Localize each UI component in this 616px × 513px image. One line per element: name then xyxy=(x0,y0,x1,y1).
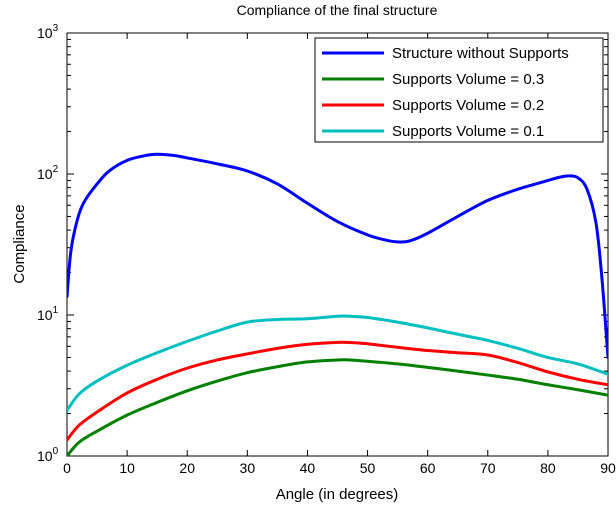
chart-title: Compliance of the final structure xyxy=(237,2,438,18)
series-line-supports-volume-0-1 xyxy=(67,314,608,413)
series-lines xyxy=(67,152,608,456)
y-tick-base: 10 xyxy=(37,307,53,323)
y-tick-exponent: 0 xyxy=(53,446,59,457)
y-axis-label: Compliance xyxy=(11,204,28,283)
y-tick-label: 102 xyxy=(37,164,59,182)
plot-frame xyxy=(66,32,609,457)
x-tick-label: 80 xyxy=(540,460,556,476)
legend-label-supports-volume-0-2: Supports Volume = 0.2 xyxy=(392,97,544,114)
y-tick-exponent: 3 xyxy=(53,23,59,34)
x-tick-label: 70 xyxy=(480,460,496,476)
legend-label-supports-volume-0-3: Supports Volume = 0.3 xyxy=(392,71,544,88)
y-tick-exponent: 1 xyxy=(53,305,59,316)
x-tick-label: 60 xyxy=(420,460,436,476)
legend-label-structure-without-supports: Structure without Supports xyxy=(392,45,569,62)
legend-box xyxy=(314,37,604,143)
series-line-supports-volume-0-3 xyxy=(67,358,608,456)
x-tick-label: 50 xyxy=(360,460,376,476)
x-tick-label: 30 xyxy=(240,460,256,476)
y-tick-label: 101 xyxy=(37,305,59,323)
x-tick-label: 10 xyxy=(119,460,135,476)
y-tick-base: 10 xyxy=(37,448,53,464)
y-tick-exponent: 2 xyxy=(53,164,59,175)
series-line-supports-volume-0-2 xyxy=(67,340,608,442)
x-tick-label: 40 xyxy=(300,460,316,476)
series-line-structure-without-supports xyxy=(67,152,608,359)
y-tick-base: 10 xyxy=(37,25,53,41)
plot-area xyxy=(66,32,609,457)
y-tick-label: 100 xyxy=(37,446,59,464)
x-axis-label: Angle (in degrees) xyxy=(276,486,399,503)
x-tick-labels: 0 10 20 30 40 50 60 70 80 90 xyxy=(63,460,616,476)
x-tick-label: 0 xyxy=(63,460,71,476)
legend: Structure without Supports Supports Volum… xyxy=(314,37,604,143)
legend-label-supports-volume-0-1: Supports Volume = 0.1 xyxy=(392,123,544,140)
x-tick-label: 20 xyxy=(179,460,195,476)
legend-items: Structure without Supports Supports Volum… xyxy=(322,45,569,140)
y-tick-label: 103 xyxy=(37,23,59,41)
y-tick-base: 10 xyxy=(37,166,53,182)
x-tick-label: 90 xyxy=(600,460,616,476)
